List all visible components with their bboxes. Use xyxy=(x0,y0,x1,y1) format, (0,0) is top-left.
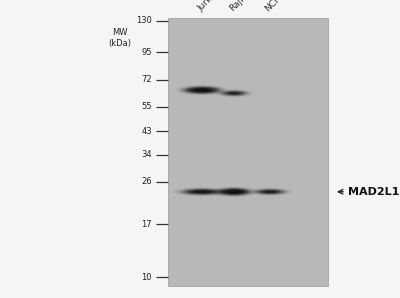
Ellipse shape xyxy=(221,91,247,96)
Text: 72: 72 xyxy=(141,75,152,84)
Ellipse shape xyxy=(223,190,245,194)
Text: MW
(kDa): MW (kDa) xyxy=(108,28,132,48)
Ellipse shape xyxy=(199,89,205,91)
Ellipse shape xyxy=(218,90,250,97)
Ellipse shape xyxy=(255,189,285,194)
Ellipse shape xyxy=(190,190,214,193)
Ellipse shape xyxy=(259,190,281,193)
Ellipse shape xyxy=(262,191,278,193)
Ellipse shape xyxy=(226,190,242,193)
Ellipse shape xyxy=(260,190,280,194)
Ellipse shape xyxy=(265,191,275,193)
Ellipse shape xyxy=(232,191,236,193)
Ellipse shape xyxy=(223,91,245,95)
Ellipse shape xyxy=(192,190,212,193)
Ellipse shape xyxy=(183,86,221,94)
Ellipse shape xyxy=(194,88,210,92)
Bar xyxy=(168,18,328,286)
Ellipse shape xyxy=(229,191,239,193)
Ellipse shape xyxy=(185,87,219,93)
Ellipse shape xyxy=(225,91,243,95)
Ellipse shape xyxy=(224,91,244,95)
Ellipse shape xyxy=(183,189,221,195)
Ellipse shape xyxy=(183,189,221,195)
Ellipse shape xyxy=(221,90,247,96)
Ellipse shape xyxy=(181,189,223,195)
Ellipse shape xyxy=(179,188,225,195)
Ellipse shape xyxy=(250,188,290,195)
Ellipse shape xyxy=(188,87,216,93)
Ellipse shape xyxy=(190,88,214,92)
Text: 10: 10 xyxy=(142,273,152,282)
Text: 17: 17 xyxy=(141,220,152,229)
Ellipse shape xyxy=(181,86,223,94)
Ellipse shape xyxy=(179,86,225,95)
Ellipse shape xyxy=(186,189,218,194)
Ellipse shape xyxy=(262,190,278,193)
Ellipse shape xyxy=(194,89,210,91)
Ellipse shape xyxy=(177,85,227,95)
Ellipse shape xyxy=(176,188,228,196)
Text: 26: 26 xyxy=(141,177,152,186)
Ellipse shape xyxy=(220,90,248,96)
Text: 95: 95 xyxy=(142,48,152,57)
Ellipse shape xyxy=(222,189,246,195)
Text: Raji: Raji xyxy=(228,0,246,13)
Ellipse shape xyxy=(223,91,245,96)
Ellipse shape xyxy=(186,190,218,194)
Ellipse shape xyxy=(214,187,254,196)
Ellipse shape xyxy=(219,188,249,195)
Ellipse shape xyxy=(221,189,247,194)
Ellipse shape xyxy=(261,190,279,193)
Ellipse shape xyxy=(192,89,212,92)
Ellipse shape xyxy=(196,191,208,193)
Text: Jurkat: Jurkat xyxy=(196,0,221,13)
Ellipse shape xyxy=(230,92,238,94)
Ellipse shape xyxy=(226,190,242,194)
Ellipse shape xyxy=(226,92,242,94)
Ellipse shape xyxy=(254,189,286,195)
Text: 55: 55 xyxy=(142,102,152,111)
Ellipse shape xyxy=(228,92,240,95)
Text: 130: 130 xyxy=(136,16,152,25)
Ellipse shape xyxy=(216,188,252,196)
Ellipse shape xyxy=(252,188,288,195)
Ellipse shape xyxy=(255,189,285,195)
Text: 43: 43 xyxy=(141,127,152,136)
Ellipse shape xyxy=(189,190,215,194)
Ellipse shape xyxy=(192,190,212,193)
Ellipse shape xyxy=(212,187,256,197)
Ellipse shape xyxy=(219,189,249,195)
Text: 34: 34 xyxy=(141,150,152,159)
Ellipse shape xyxy=(268,191,272,192)
Ellipse shape xyxy=(188,190,216,194)
Ellipse shape xyxy=(218,188,250,195)
Ellipse shape xyxy=(196,89,208,91)
Ellipse shape xyxy=(191,88,213,92)
Ellipse shape xyxy=(199,191,205,192)
Ellipse shape xyxy=(257,190,283,194)
Ellipse shape xyxy=(187,88,217,93)
Ellipse shape xyxy=(225,190,243,193)
Ellipse shape xyxy=(224,190,244,194)
Ellipse shape xyxy=(258,189,282,194)
Ellipse shape xyxy=(185,86,219,94)
Ellipse shape xyxy=(232,93,236,94)
Ellipse shape xyxy=(228,92,240,94)
Text: MAD2L1: MAD2L1 xyxy=(348,187,399,197)
Text: NCI-H929: NCI-H929 xyxy=(264,0,300,13)
